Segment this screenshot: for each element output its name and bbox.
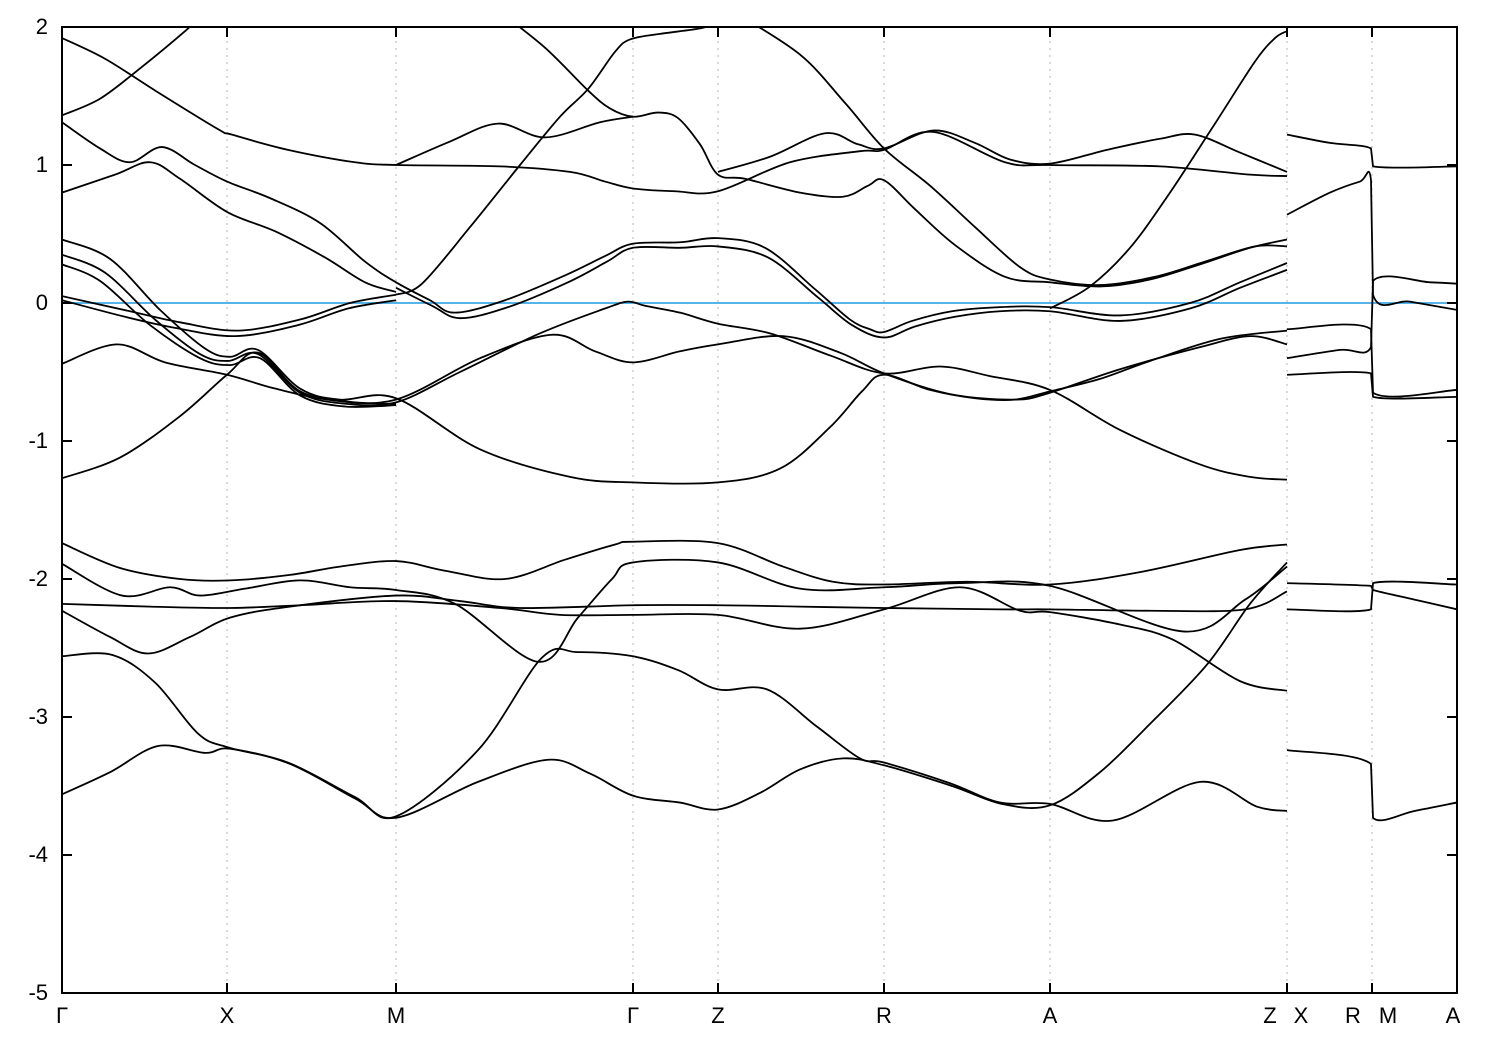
band-curve-1 xyxy=(62,27,192,117)
y-tick-label-3: -1 xyxy=(28,428,48,453)
band-curve-3 xyxy=(395,245,1288,339)
band-curves-group xyxy=(62,27,1457,822)
y-tick-label-7: -5 xyxy=(28,980,48,1005)
x-tick-label-5: R xyxy=(876,1003,892,1028)
x-tick-label-7: Z xyxy=(1263,1003,1276,1028)
x-tick-label-3: Γ xyxy=(627,1003,639,1028)
band-curve-25 xyxy=(1286,170,1457,311)
x-tick-label-11: A xyxy=(1446,1003,1461,1028)
band-curve-8 xyxy=(62,263,397,408)
band-curve-4 xyxy=(62,293,397,332)
band-curve-16 xyxy=(717,129,1288,173)
band-curve-10 xyxy=(62,333,1288,404)
x-tick-label-9: R xyxy=(1345,1003,1361,1028)
band-curve-27 xyxy=(1286,275,1457,360)
band-curve-18 xyxy=(62,539,1288,586)
band-curve-21 xyxy=(62,590,1288,655)
x-tick-label-0: Γ xyxy=(56,1003,68,1028)
plot-border xyxy=(61,26,1458,994)
y-tick-label-1: 1 xyxy=(36,152,48,177)
band-curve-11 xyxy=(62,351,397,480)
y-tick-label-4: -2 xyxy=(28,566,48,591)
band-curve-19 xyxy=(62,558,1288,663)
band-curve-0 xyxy=(62,37,1288,195)
band-curve-24 xyxy=(1286,133,1457,169)
band-curve-5 xyxy=(62,299,397,338)
x-tick-label-10: M xyxy=(1379,1003,1397,1028)
band-curve-30 xyxy=(1286,580,1457,613)
band-curve-22 xyxy=(62,647,1288,822)
band-curve-17 xyxy=(1049,30,1288,310)
y-tick-label-0: 2 xyxy=(36,14,48,39)
band-curve-13 xyxy=(518,27,1288,288)
band-curve-29 xyxy=(1286,582,1457,611)
y-tick-label-2: 0 xyxy=(36,290,48,315)
band-curve-28 xyxy=(1286,371,1457,400)
band-curve-7 xyxy=(62,253,1288,481)
band-curve-31 xyxy=(1286,749,1457,822)
band-curve-14 xyxy=(395,115,634,166)
x-tick-label-8: X xyxy=(1294,1003,1309,1028)
band-curve-15 xyxy=(757,27,1288,286)
x-tick-label-1: X xyxy=(220,1003,235,1028)
band-curve-2 xyxy=(62,121,1288,334)
band-curve-20 xyxy=(62,586,1288,692)
band-curve-6 xyxy=(62,238,1288,485)
x-tick-label-4: Z xyxy=(711,1003,724,1028)
x-tick-label-2: M xyxy=(387,1003,405,1028)
x-tick-label-6: A xyxy=(1043,1003,1058,1028)
y-tick-label-6: -4 xyxy=(28,842,48,867)
band-curve-26 xyxy=(1286,323,1457,398)
band-curve-9 xyxy=(62,161,397,293)
y-tick-label-5: -3 xyxy=(28,704,48,729)
band-curve-23 xyxy=(62,561,1288,819)
band-curve-12 xyxy=(395,27,710,296)
